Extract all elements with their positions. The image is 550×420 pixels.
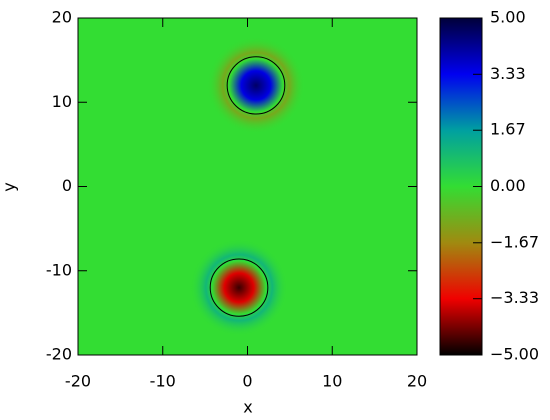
x-tick-label: -10 bbox=[150, 372, 176, 391]
y-tick-label: -10 bbox=[46, 260, 72, 279]
x-tick-label: 10 bbox=[322, 372, 342, 391]
y-tick-label: 10 bbox=[52, 92, 72, 111]
blob bbox=[190, 239, 288, 337]
x-tick-label: 0 bbox=[242, 372, 252, 391]
x-tick-label: -20 bbox=[65, 372, 91, 391]
y-axis-label: y bbox=[0, 182, 19, 191]
blob bbox=[207, 36, 305, 134]
colorbar-tick-label: 1.67 bbox=[490, 120, 526, 139]
colorbar-tick-label: 5.00 bbox=[490, 8, 526, 27]
colorbar-tick-label: −3.33 bbox=[490, 288, 539, 307]
colorbar-tick-label: −1.67 bbox=[490, 232, 539, 251]
colorbar-tick-label: 3.33 bbox=[490, 64, 526, 83]
y-tick-label: 0 bbox=[62, 176, 72, 195]
contour bbox=[209, 258, 269, 317]
x-tick-label: 20 bbox=[407, 372, 427, 391]
y-tick-label: 20 bbox=[52, 8, 72, 27]
y-tick-label: -20 bbox=[46, 345, 72, 364]
colorbar-tick-label: 0.00 bbox=[490, 176, 526, 195]
colorbar-tick-label: −5.00 bbox=[490, 345, 539, 364]
contour bbox=[226, 56, 286, 115]
x-axis-label: x bbox=[243, 398, 252, 417]
